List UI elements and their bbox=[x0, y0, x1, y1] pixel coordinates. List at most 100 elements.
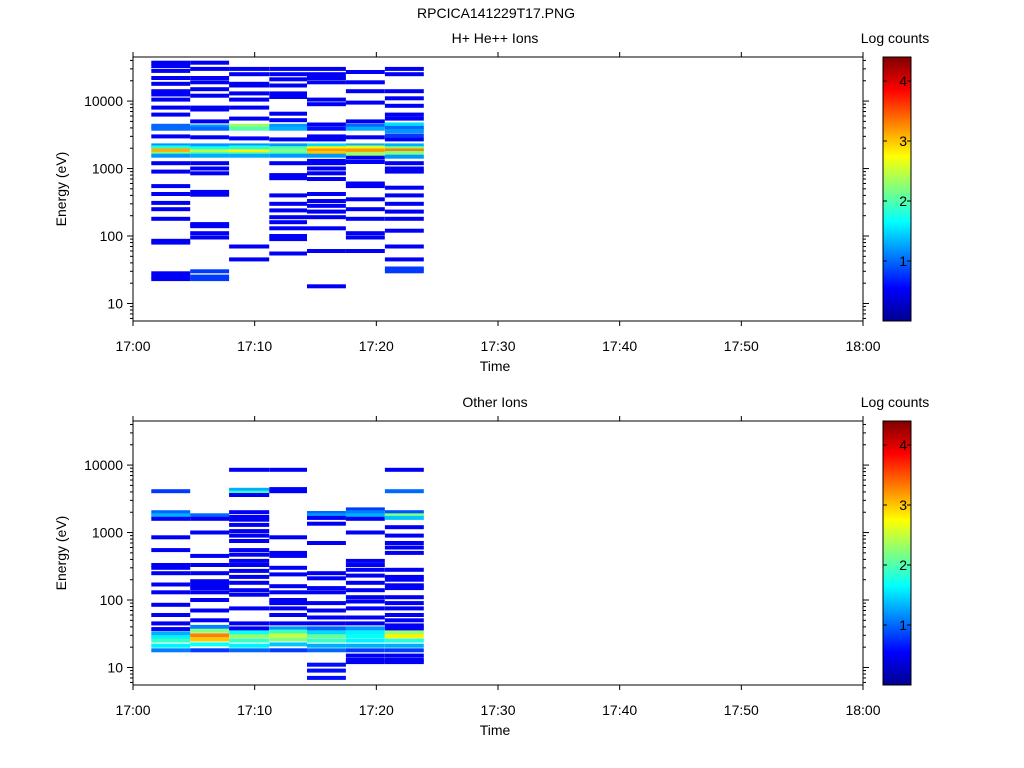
heatmap-cell bbox=[307, 630, 346, 635]
heatmap-cell bbox=[345, 216, 385, 221]
heatmap-cell bbox=[269, 467, 307, 472]
x-axis-label: Time bbox=[480, 722, 511, 738]
heatmap-cell bbox=[384, 660, 424, 665]
panel-other-ions: Other Ions Log counts 17:00 17:10 17:20 17:30… bbox=[53, 394, 929, 738]
heatmap-cell bbox=[345, 648, 385, 653]
heatmap-cell bbox=[345, 151, 385, 156]
heatmap-cell bbox=[384, 657, 424, 662]
x-tick-label: 18:00 bbox=[845, 338, 880, 354]
heatmap-cell bbox=[307, 521, 346, 526]
heatmap-cell bbox=[345, 143, 385, 148]
heatmap-cell bbox=[190, 124, 230, 129]
heatmap-cell bbox=[307, 209, 346, 214]
heatmap-cell bbox=[269, 143, 307, 148]
heatmap-cell bbox=[151, 510, 191, 515]
heatmap-cell bbox=[229, 515, 270, 519]
heatmap-cell bbox=[384, 634, 424, 639]
heatmap-cell bbox=[345, 70, 385, 74]
heatmap-cell bbox=[190, 553, 230, 558]
heatmap-cell bbox=[307, 615, 346, 620]
heatmap-cell bbox=[229, 257, 270, 262]
heatmap-cell bbox=[307, 203, 346, 208]
heatmap-cell bbox=[269, 137, 307, 142]
heatmap-cell bbox=[269, 66, 307, 71]
heatmap-cell bbox=[269, 572, 307, 577]
heatmap-cell bbox=[307, 122, 346, 127]
heatmap-cell bbox=[229, 588, 270, 593]
heatmap-cell bbox=[269, 648, 307, 653]
heatmap-cell bbox=[345, 615, 385, 620]
heatmap-cell bbox=[190, 590, 230, 595]
heatmap-cell bbox=[345, 89, 385, 94]
heatmap-cell bbox=[229, 97, 270, 102]
heatmap-cell bbox=[345, 588, 385, 593]
heatmap-cell bbox=[345, 135, 385, 140]
heatmap-cell bbox=[307, 634, 346, 639]
heatmap-cell bbox=[190, 87, 230, 92]
heatmap-cell bbox=[190, 146, 230, 151]
heatmap-cell bbox=[345, 507, 385, 512]
heatmap-cell bbox=[151, 571, 191, 576]
heatmap-cell bbox=[229, 574, 270, 579]
heatmap-cell bbox=[151, 274, 191, 279]
heatmap-cell bbox=[229, 126, 270, 131]
heatmap-cell bbox=[269, 642, 307, 647]
heatmap-cell bbox=[229, 558, 270, 563]
heatmap-cell bbox=[151, 516, 191, 521]
heatmap-cell bbox=[151, 602, 191, 607]
heatmap-cell bbox=[269, 91, 307, 96]
heatmap-cell bbox=[151, 169, 191, 174]
heatmap-cell bbox=[345, 197, 385, 202]
heatmap-cell bbox=[307, 541, 346, 545]
heatmap-cell bbox=[345, 513, 385, 518]
heatmap-cell bbox=[151, 192, 191, 196]
heatmap-cell bbox=[307, 626, 346, 631]
heatmap-cell bbox=[345, 653, 385, 658]
panel-title: H+ He++ Ions bbox=[452, 30, 539, 46]
heatmap-cell bbox=[269, 621, 307, 626]
heatmap-cell bbox=[151, 548, 191, 553]
heatmap-cell bbox=[151, 97, 191, 102]
heatmap-cell bbox=[190, 135, 230, 140]
heatmap-cell bbox=[384, 244, 424, 249]
heatmap-cell bbox=[384, 96, 424, 101]
heatmap-cell bbox=[345, 595, 385, 600]
x-tick-label: 17:20 bbox=[359, 702, 394, 718]
heatmap-cell bbox=[151, 631, 191, 636]
heatmap-cells bbox=[151, 60, 424, 289]
heatmap-cell bbox=[229, 630, 270, 635]
heatmap-cell bbox=[345, 148, 385, 153]
heatmap-cell bbox=[345, 145, 385, 150]
heatmap-cell bbox=[229, 638, 270, 643]
heatmap-cell bbox=[345, 558, 385, 563]
heatmap-cell bbox=[269, 220, 307, 225]
heatmap-cell bbox=[269, 161, 307, 166]
heatmap-cell bbox=[307, 662, 346, 667]
y-axis-label: Energy (eV) bbox=[53, 152, 69, 227]
heatmap-cell bbox=[190, 269, 230, 274]
heatmap-cell bbox=[269, 598, 307, 602]
y-tick-label: 1000 bbox=[92, 525, 123, 541]
heatmap-cell bbox=[384, 583, 424, 588]
heatmap-cell bbox=[269, 487, 307, 492]
heatmap-cell bbox=[384, 606, 424, 611]
x-tick-label: 17:30 bbox=[480, 338, 515, 354]
heatmap-cell bbox=[190, 274, 230, 279]
heatmap-cell bbox=[345, 626, 385, 631]
heatmap-cell bbox=[307, 590, 346, 595]
heatmap-cell bbox=[151, 153, 191, 158]
heatmap-cell bbox=[307, 134, 346, 139]
heatmap-cell bbox=[307, 511, 346, 515]
heatmap-cell bbox=[307, 668, 346, 673]
heatmap-cell bbox=[151, 148, 191, 153]
heatmap-cell bbox=[307, 66, 346, 71]
heatmap-cell bbox=[384, 133, 424, 138]
heatmap-cell bbox=[345, 643, 385, 648]
heatmap-cell bbox=[190, 586, 230, 591]
heatmap-cell bbox=[229, 548, 270, 553]
heatmap-cell bbox=[345, 207, 385, 212]
heatmap-cell bbox=[345, 80, 385, 85]
heatmap-cell bbox=[269, 234, 307, 238]
heatmap-cell bbox=[151, 240, 191, 245]
heatmap-cell bbox=[229, 143, 270, 148]
